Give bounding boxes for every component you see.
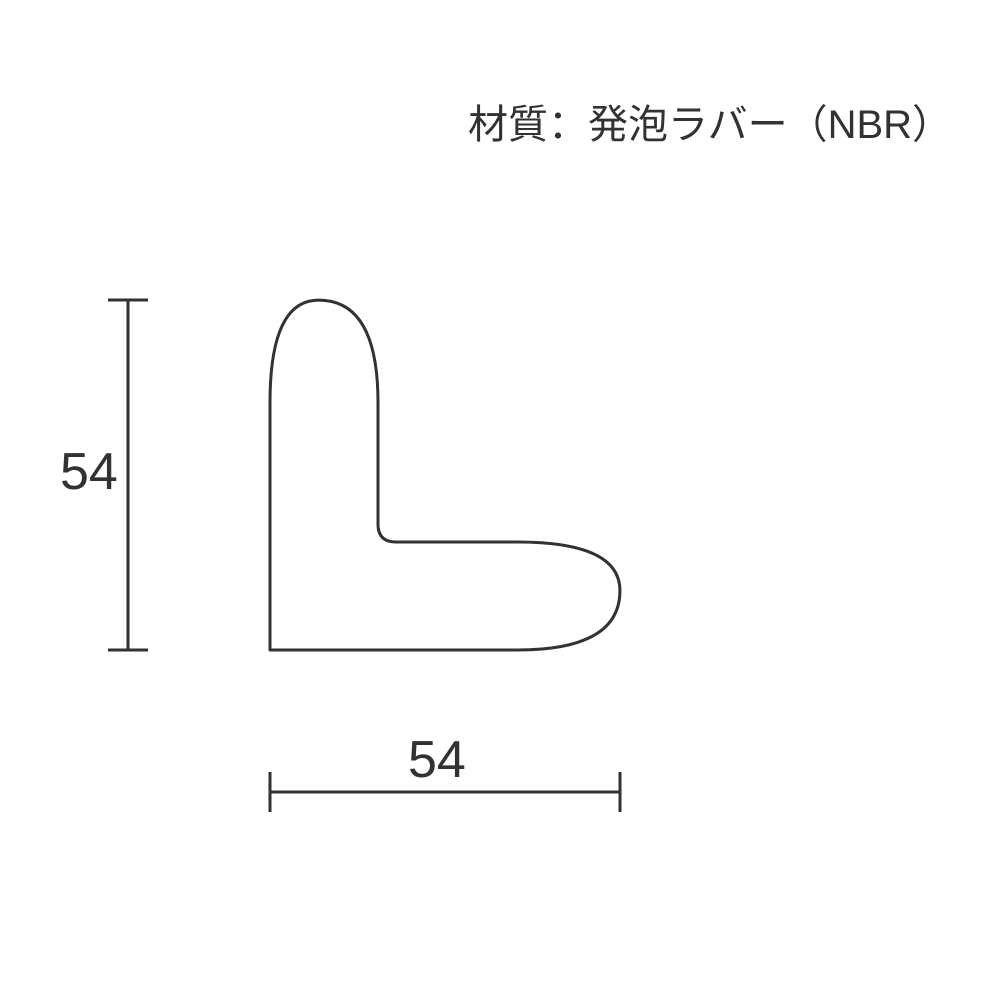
l-profile-outline (270, 300, 620, 650)
technical-drawing (0, 0, 1000, 1000)
diagram-stage: 材質：発泡ラバー（NBR） 54 54 (0, 0, 1000, 1000)
